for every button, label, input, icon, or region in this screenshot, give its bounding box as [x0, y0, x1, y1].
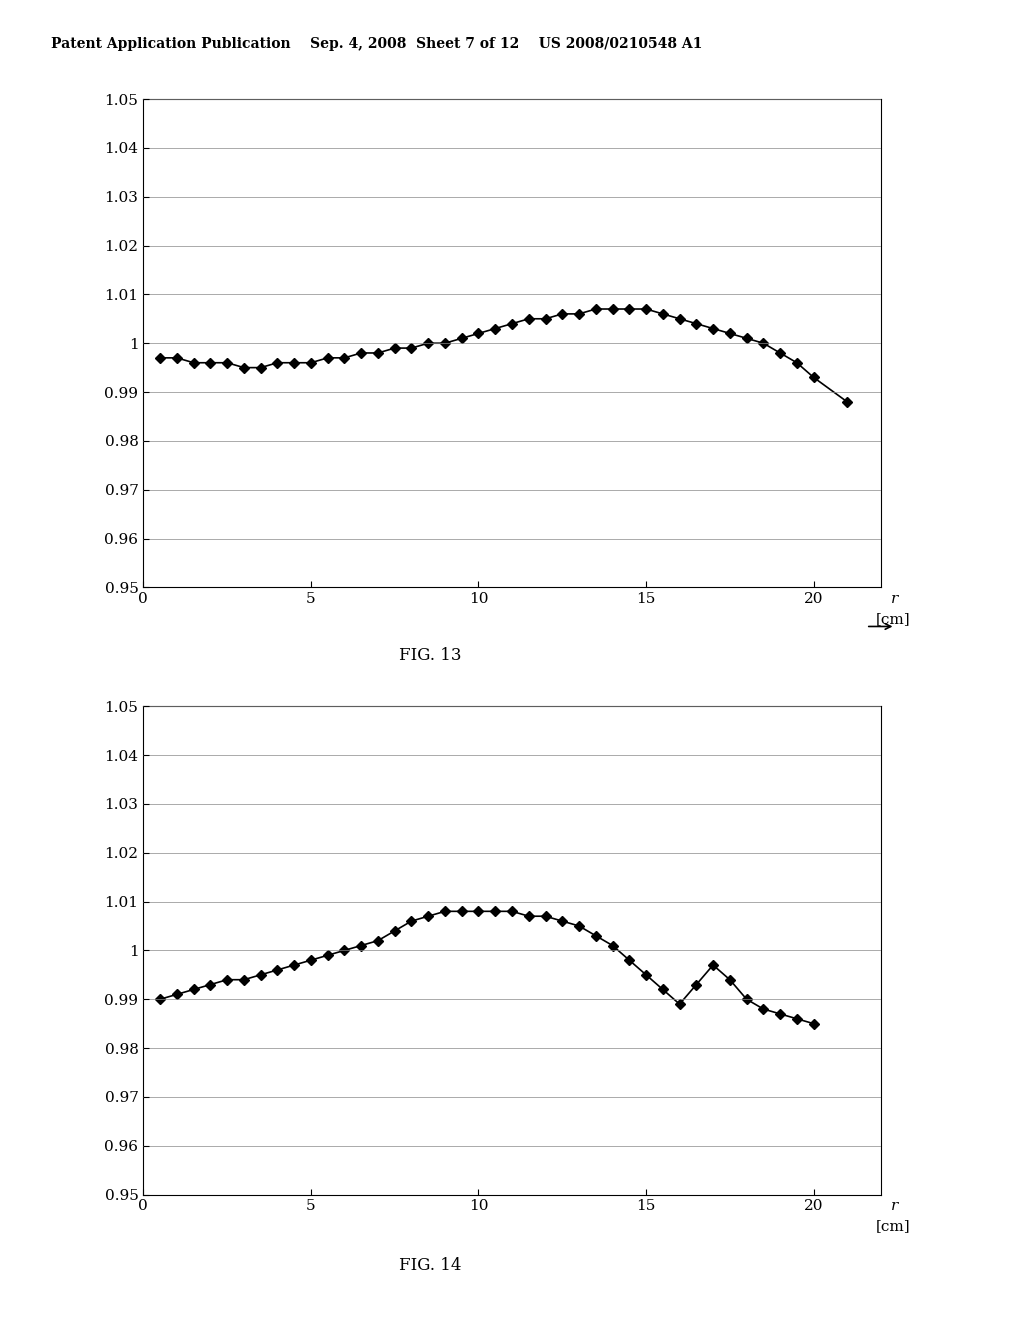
Text: Patent Application Publication    Sep. 4, 2008  Sheet 7 of 12    US 2008/0210548: Patent Application Publication Sep. 4, 2…: [51, 37, 702, 51]
Text: FIG. 14: FIG. 14: [398, 1257, 462, 1274]
Text: r: r: [891, 1200, 898, 1213]
Text: r: r: [891, 593, 898, 606]
Text: FIG. 13: FIG. 13: [398, 647, 462, 664]
Text: [cm]: [cm]: [876, 612, 910, 626]
Text: [cm]: [cm]: [876, 1220, 910, 1233]
